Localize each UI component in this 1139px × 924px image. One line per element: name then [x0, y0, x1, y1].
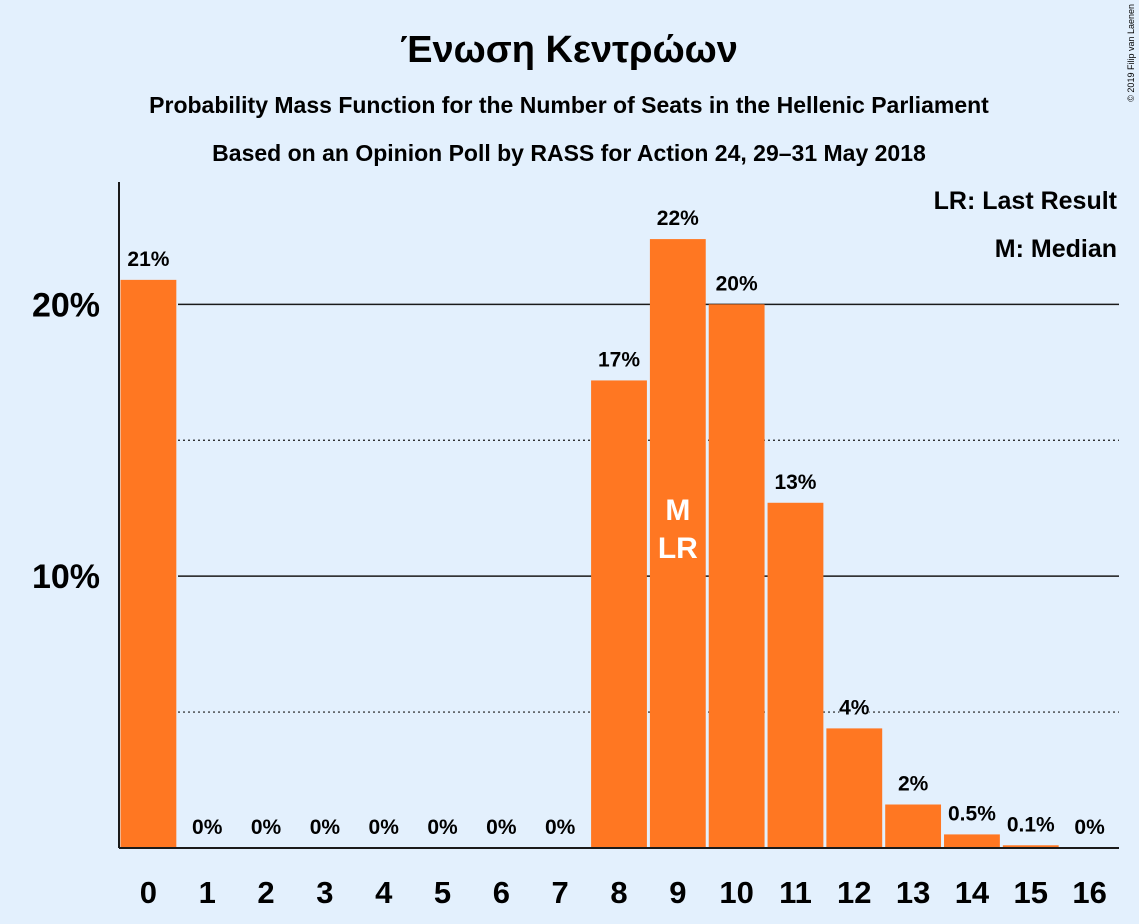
value-label: 2%	[898, 773, 929, 796]
copyright-notice: © 2019 Filip van Laenen	[1126, 4, 1136, 102]
value-label-backdrop	[251, 815, 282, 841]
bar-seats-8	[591, 380, 647, 848]
y-tick-label: 10%	[32, 558, 100, 596]
value-label-backdrop	[309, 815, 340, 841]
value-label: 0.5%	[948, 802, 996, 825]
marker-label: LR	[658, 532, 698, 565]
value-label: 17%	[598, 348, 640, 371]
legend-median: M: Median	[995, 235, 1117, 263]
value-label: 0%	[310, 816, 341, 839]
bar-seats-9	[649, 239, 706, 849]
x-tick-label: 8	[610, 875, 627, 910]
value-label: 0%	[1074, 816, 1105, 839]
gridlines	[178, 303, 1119, 713]
value-label-backdrop	[658, 206, 698, 233]
x-tick-label: 5	[434, 875, 451, 910]
x-tick-label: 14	[955, 875, 990, 910]
x-tick-label: 10	[719, 875, 753, 910]
value-label: 0.1%	[1007, 813, 1055, 836]
value-label-backdrop	[599, 347, 639, 374]
x-tick-label: 11	[779, 875, 812, 910]
value-label-backdrop	[1074, 815, 1105, 841]
value-label: 22%	[657, 207, 699, 230]
x-tick-label: 9	[669, 875, 686, 910]
legend-last-result: LR: Last Result	[934, 187, 1118, 215]
x-tick-label: 7	[552, 875, 569, 910]
chart-subtitle-2: Based on an Opinion Poll by RASS for Act…	[212, 140, 926, 166]
x-tick-label: 15	[1014, 875, 1048, 910]
value-label: 0%	[545, 816, 576, 839]
value-label-backdrop	[775, 469, 815, 496]
value-label-backdrop	[945, 801, 998, 828]
value-label-backdrop	[1004, 812, 1057, 839]
value-label: 0%	[251, 816, 282, 839]
bar-seats-14	[944, 834, 1000, 848]
value-label: 13%	[774, 471, 816, 494]
bars	[120, 239, 1059, 849]
value-label: 0%	[427, 816, 458, 839]
value-label: 0%	[369, 816, 400, 839]
value-label-backdrop	[192, 815, 223, 841]
x-tick-label: 12	[837, 875, 871, 910]
axes	[118, 182, 1119, 849]
x-tick-label: 1	[199, 875, 216, 910]
marker-label: M	[665, 494, 690, 527]
value-label-backdrop	[128, 246, 168, 273]
value-label: 0%	[192, 816, 223, 839]
x-tick-label: 2	[257, 875, 274, 910]
x-tick-label: 0	[140, 875, 157, 910]
bar-seats-11	[767, 502, 824, 848]
bar-seats-13	[885, 804, 942, 848]
y-tick-label: 20%	[32, 286, 100, 324]
x-tick-label: 13	[896, 875, 930, 910]
value-label: 4%	[839, 696, 870, 719]
chart-title: Ένωση Κεντρώων	[400, 29, 738, 71]
x-tick-label: 16	[1072, 875, 1106, 910]
chart-subtitle: Probability Mass Function for the Number…	[149, 92, 989, 118]
x-tick-label: 3	[316, 875, 333, 910]
bar-seats-10	[708, 304, 765, 848]
labels: 10%20%21%00%10%20%30%40%50%60%717%822%92…	[32, 206, 1107, 910]
value-label-backdrop	[486, 815, 517, 841]
value-label-backdrop	[368, 815, 399, 841]
value-label-backdrop	[898, 771, 929, 798]
value-label-backdrop	[717, 271, 757, 298]
value-label: 21%	[127, 248, 169, 271]
bar-seats-12	[826, 728, 883, 848]
x-tick-label: 4	[375, 875, 393, 910]
value-label-backdrop	[427, 815, 458, 841]
bar-seats-15	[1002, 845, 1059, 848]
value-label: 20%	[716, 272, 758, 295]
value-label-backdrop	[839, 695, 870, 722]
value-label: 0%	[486, 816, 517, 839]
value-label-backdrop	[545, 815, 576, 841]
x-tick-label: 6	[493, 875, 510, 910]
bar-seats-0	[120, 279, 177, 849]
